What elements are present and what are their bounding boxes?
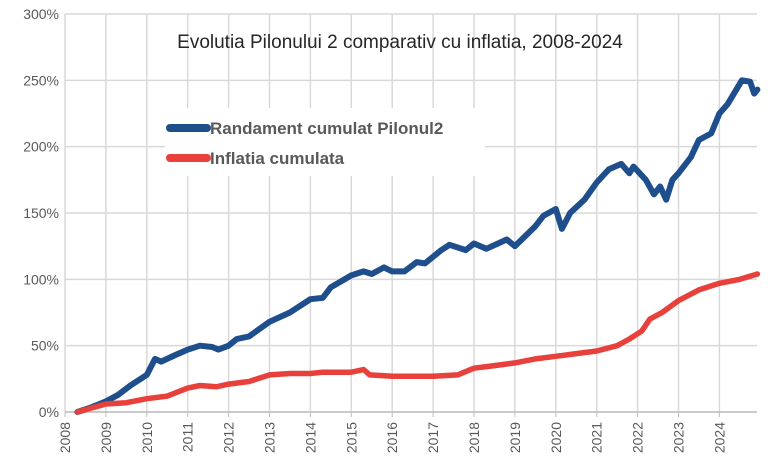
x-tick-label: 2021 [589, 422, 605, 453]
x-tick-label: 2018 [466, 422, 482, 453]
x-tick-label: 2011 [180, 422, 196, 452]
x-tick-label: 2013 [262, 422, 278, 453]
x-tick-label: 2022 [630, 422, 646, 453]
x-axis-ticks: 2008 2009 2010 2011 2012 2013 2014 2015 2016 2017… [57, 422, 727, 453]
x-tick-label: 2012 [221, 422, 237, 453]
series-line-inflatie [74, 271, 761, 415]
y-tick-label: 200% [23, 139, 59, 155]
y-tick-label: 0% [39, 404, 59, 420]
x-tick-label: 2009 [98, 422, 114, 453]
x-tick-label: 2017 [425, 422, 441, 453]
x-tick-label: 2024 [711, 422, 727, 453]
x-tick-label: 2008 [57, 422, 73, 453]
legend-label-inflatie: Inflatia cumulata [210, 149, 345, 168]
y-tick-label: 50% [31, 338, 59, 354]
x-tick-label: 2010 [139, 422, 155, 453]
x-tick-label: 2020 [548, 422, 564, 453]
legend: Randament cumulat Pilonul2 Inflatia cumu… [166, 119, 443, 168]
x-tick-label: 2016 [384, 422, 400, 453]
y-tick-label: 100% [23, 271, 59, 287]
chart-title: Evolutia Pilonului 2 comparativ cu infla… [177, 32, 623, 53]
x-tick-label: 2023 [671, 422, 687, 453]
y-tick-label: 150% [23, 205, 59, 221]
legend-label-pilonul2: Randament cumulat Pilonul2 [210, 119, 443, 138]
y-axis-ticks: 0% 50% 100% 150% 200% 250% 300% [23, 6, 59, 420]
series-lines [74, 77, 761, 415]
series-line-pilonul2 [74, 77, 761, 415]
x-tick-label: 2014 [302, 422, 318, 453]
y-tick-label: 300% [23, 6, 59, 22]
y-tick-label: 250% [23, 72, 59, 88]
x-tick-label: 2015 [343, 422, 359, 453]
legend-background [165, 108, 485, 176]
x-tick-label: 2019 [507, 422, 523, 453]
